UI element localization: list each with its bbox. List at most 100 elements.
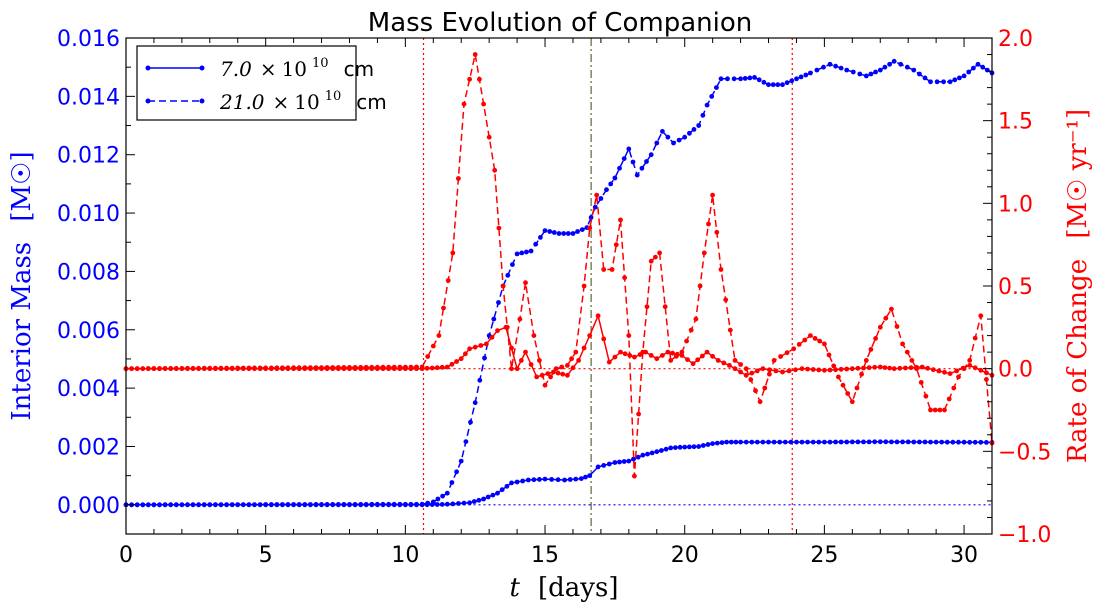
x-tick-label: 15 [531,543,559,568]
legend-entry-2-num: 21.0 [219,90,265,114]
data-point [649,450,655,456]
data-point [972,439,978,445]
data-point [685,357,690,362]
data-point [789,78,795,84]
data-point [872,364,878,370]
legend: 7.0 × 10 10 cm 21.0 × 10 10 cm [136,45,387,121]
data-point [849,366,855,372]
data-point [263,502,269,507]
data-point [573,349,579,355]
data-point [537,477,542,482]
data-point [201,365,207,371]
data-point [380,501,386,507]
data-point [268,502,274,507]
data-point [151,366,157,371]
data-point [324,502,330,507]
svg-text:Interior Mass [M☉]: Interior Mass [M☉] [7,151,37,420]
data-point [961,366,967,372]
data-point [872,439,878,445]
data-point [961,439,967,445]
data-point [918,380,924,385]
data-point [695,357,701,363]
y-left-tick-label: 0.008 [57,260,120,285]
data-point [771,358,777,363]
data-point [601,336,607,342]
data-point [375,501,380,507]
y-right-tick-label: 1.0 [998,192,1033,217]
data-point [648,258,654,264]
data-point [863,358,869,363]
data-point [565,363,570,368]
data-point [573,476,579,482]
data-point [240,502,246,507]
data-point [757,399,763,405]
x-axis-label: t [days] [510,573,619,603]
data-point [821,64,826,70]
data-point [648,152,654,158]
legend-marker [145,65,151,71]
data-point [704,102,710,108]
data-point [358,502,364,507]
data-point [950,439,956,445]
data-point [504,483,510,489]
svg-text:Rate of Change [M☉ yr⁻¹]: Rate of Change [M☉ yr⁻¹] [1063,109,1093,463]
data-point [173,366,179,371]
data-point [668,445,674,451]
data-point [731,76,737,82]
data-point [723,297,729,303]
data-point [838,439,844,445]
data-point [444,501,450,507]
data-point [743,439,749,445]
x-tick-label: 20 [671,543,699,568]
legend-box [136,45,357,121]
y-left-tick-label: 0.010 [57,202,120,227]
data-point [725,76,730,82]
data-point [450,501,456,507]
data-point [644,304,650,310]
data-point [560,371,566,377]
data-point [477,76,482,82]
data-point [537,358,542,363]
y-axis-left-label: Interior Mass [M☉] [7,151,37,420]
data-point [942,407,947,413]
data-point [621,156,627,162]
data-point [509,345,514,351]
data-point [450,250,456,256]
data-point [151,502,157,508]
data-point [324,365,330,370]
data-point [805,366,810,372]
data-point [738,439,743,445]
data-point [861,439,866,445]
data-point [179,502,185,508]
data-point [947,79,953,85]
data-point [268,365,274,371]
data-point [531,477,537,483]
data-point [477,377,483,383]
data-point [767,371,772,377]
data-point [635,454,641,460]
data-point [486,134,492,140]
data-point [504,324,510,330]
data-point [547,229,553,234]
data-point [640,349,646,355]
data-point [467,76,472,82]
data-point [857,71,863,77]
data-point [659,448,664,453]
data-point [213,365,218,371]
x-tick-label: 10 [391,543,419,568]
data-point [980,64,986,70]
data-point [434,502,440,507]
data-point [932,407,938,413]
data-point [162,502,168,508]
data-point [207,502,213,508]
data-point [978,439,984,445]
data-point [583,474,588,480]
data-point [827,367,833,373]
data-point [224,365,230,371]
x-tick-label: 0 [119,543,133,568]
y-right-tick-label: −0.5 [998,440,1051,465]
data-point [575,229,580,234]
data-point [218,365,224,371]
data-point [914,366,919,372]
